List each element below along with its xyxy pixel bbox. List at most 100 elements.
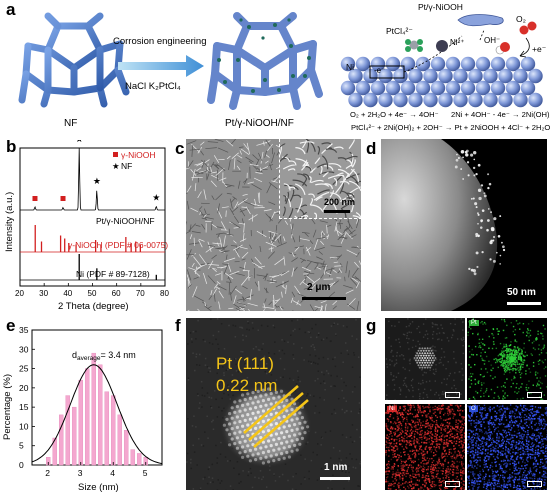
- hist-annotation: daverage= 3.4 nm: [72, 350, 136, 362]
- eds-ni-scalebar: [445, 481, 460, 487]
- xrd-series-pt-niooh-nf: [20, 147, 165, 211]
- sem-image: 200 nm 2 μm: [186, 139, 361, 311]
- hist-bar-10: [111, 395, 116, 466]
- xrd-legend-nf: NF: [121, 161, 132, 171]
- nf-caption: NF: [64, 118, 78, 129]
- xrd-chart: 20 30 40 50 60 70 80 ★ ★ ★ Pt/γ-NiOOH/NF γ-NiOOH (P…: [4, 140, 169, 312]
- xrd-xtick-30: 30: [39, 289, 48, 298]
- hist-ytick-20: 20: [19, 383, 29, 393]
- xrd-legend-star: ★: [112, 161, 120, 171]
- sem-scalebar: [302, 297, 346, 300]
- eds-pt-tag: Pt: [469, 320, 479, 326]
- hist-xtick-2: 2: [45, 468, 50, 478]
- equation-pt-deposition: PtCl₄²⁻ + 2Ni(OH)₂ + 2OH⁻ → Pt + 2NiOOH …: [351, 123, 550, 132]
- equation-ni-oxidation: 2Ni + 4OH⁻ - 4e⁻ → 2Ni(OH)₂: [451, 110, 550, 119]
- hist-xtick-4: 4: [110, 468, 115, 478]
- sem-scalebar-label: 2 μm: [307, 282, 331, 293]
- xrd-legend-niooh: γ-NiOOH: [121, 150, 155, 160]
- ni2-label: Ni²⁺: [450, 38, 465, 47]
- hist-bar-1: [52, 437, 57, 466]
- panel-label-d: d: [366, 139, 377, 158]
- mechanism-schematic: [340, 14, 543, 108]
- sem-inset: 200 nm: [279, 139, 361, 219]
- hist-xlabel: Size (nm): [78, 482, 119, 493]
- arrow-label-corrosion: Corrosion engineering: [113, 36, 207, 47]
- hist-bar-8: [98, 364, 103, 466]
- d-spacing-label: 0.22 nm: [216, 376, 278, 395]
- hrtem-scalebar-label: 1 nm: [324, 462, 348, 473]
- o2-label: O₂: [516, 14, 526, 24]
- hist-ytick-15: 15: [19, 402, 29, 412]
- process-arrow: [118, 55, 204, 77]
- eds-map-pt: Pt: [467, 318, 547, 400]
- xrd-ylabel: Intensity (a.u.): [4, 192, 15, 252]
- xrd-xtick-70: 70: [136, 289, 145, 298]
- hist-bar-4: [72, 406, 77, 466]
- hist-bar-12: [124, 430, 129, 466]
- hist-ytick-30: 30: [19, 344, 29, 354]
- eds-ni-tag: Ni: [387, 406, 397, 412]
- eds-map-haadf: [385, 318, 465, 400]
- eds-o-scalebar: [527, 481, 542, 487]
- xrd-marker-nf-2: ★: [75, 140, 83, 144]
- eds-o-tag: O: [469, 406, 478, 412]
- xrd-xtick-50: 50: [88, 289, 97, 298]
- hist-bar-9: [104, 391, 109, 466]
- xrd-marker-nf-4: ★: [152, 192, 160, 202]
- eds-haadf-scalebar: [445, 392, 460, 398]
- lattice-fringe-line-2: [248, 392, 304, 441]
- xrd-xlabel: 2 Theta (degree): [58, 301, 129, 312]
- lattice-fringe-line-1: [243, 385, 299, 434]
- panel-label-e: e: [6, 316, 16, 335]
- xrd-marker-nf-3: ★: [93, 176, 101, 186]
- hist-bar-6: [85, 368, 90, 466]
- xrd-legend-square: [113, 152, 118, 157]
- hist-xtick-5: 5: [143, 468, 148, 478]
- hist-bar-7: [91, 352, 96, 466]
- haadf-scalebar: [507, 302, 541, 305]
- electron-label: +e⁻: [532, 44, 547, 54]
- xrd-marker-niooh-0: [32, 196, 38, 201]
- eds-map-ni: Ni: [385, 404, 465, 490]
- xrd-label-series-0: Pt/γ-NiOOH/NF: [96, 216, 155, 226]
- xrd-label-series-1: γ-NiOOH (PDF # 06-0075): [68, 240, 168, 250]
- hist-ytick-35: 35: [19, 325, 29, 335]
- hrtem-scalebar: [320, 477, 350, 480]
- nf-foam-illustration: [18, 12, 130, 108]
- haadf-scalebar-label: 50 nm: [507, 287, 536, 298]
- eds-map-o: O: [467, 404, 547, 490]
- hist-bar-11: [117, 414, 122, 466]
- arrow-label-reagents: NaCl K₂PtCl₄: [125, 81, 181, 92]
- eds-pt-scalebar: [527, 392, 542, 398]
- xrd-marker-niooh-1: [60, 196, 66, 201]
- xrd-xtick-60: 60: [112, 289, 121, 298]
- hist-ytick-0: 0: [19, 460, 24, 470]
- hist-gaussian-fit: [31, 364, 163, 465]
- hist-bar-13: [130, 449, 135, 466]
- sem-inset-scalebar: [324, 210, 350, 213]
- hist-bar-2: [59, 414, 64, 466]
- hist-xtick-3: 3: [78, 468, 83, 478]
- hist-bar-14: [137, 453, 142, 466]
- sem-inset-scalebar-label: 200 nm: [324, 197, 356, 207]
- hist-plot-frame: [31, 329, 163, 466]
- xrd-xtick-80: 80: [160, 289, 169, 298]
- hist-bar-3: [65, 395, 70, 466]
- pt-niooh-nf-caption: Pt/γ-NiOOH/NF: [225, 118, 294, 129]
- ni-substrate-label: Ni: [346, 62, 355, 72]
- mech-product-label: Pt/γ-NiOOH: [418, 2, 463, 12]
- panel-label-b: b: [6, 137, 17, 156]
- panel-label-c: c: [175, 139, 185, 158]
- xrd-xtick-20: 20: [15, 289, 24, 298]
- haadf-image: 50 nm: [381, 139, 547, 311]
- hist-ylabel: Percentage (%): [2, 374, 13, 440]
- electron-transfer-label: -e⁻: [374, 66, 386, 75]
- hist-bar-5: [78, 379, 83, 466]
- pt-niooh-foam-illustration: [207, 12, 323, 110]
- ptcl4-label: PtCl₄²⁻: [386, 26, 413, 36]
- hist-ytick-5: 5: [19, 441, 24, 451]
- equation-o2-reduction: O₂ + 2H₂O + 4e⁻ → 4OH⁻: [350, 110, 439, 119]
- lattice-plane-label: Pt (111): [216, 354, 274, 373]
- hist-ytick-25: 25: [19, 364, 29, 374]
- xrd-xtick-40: 40: [63, 289, 72, 298]
